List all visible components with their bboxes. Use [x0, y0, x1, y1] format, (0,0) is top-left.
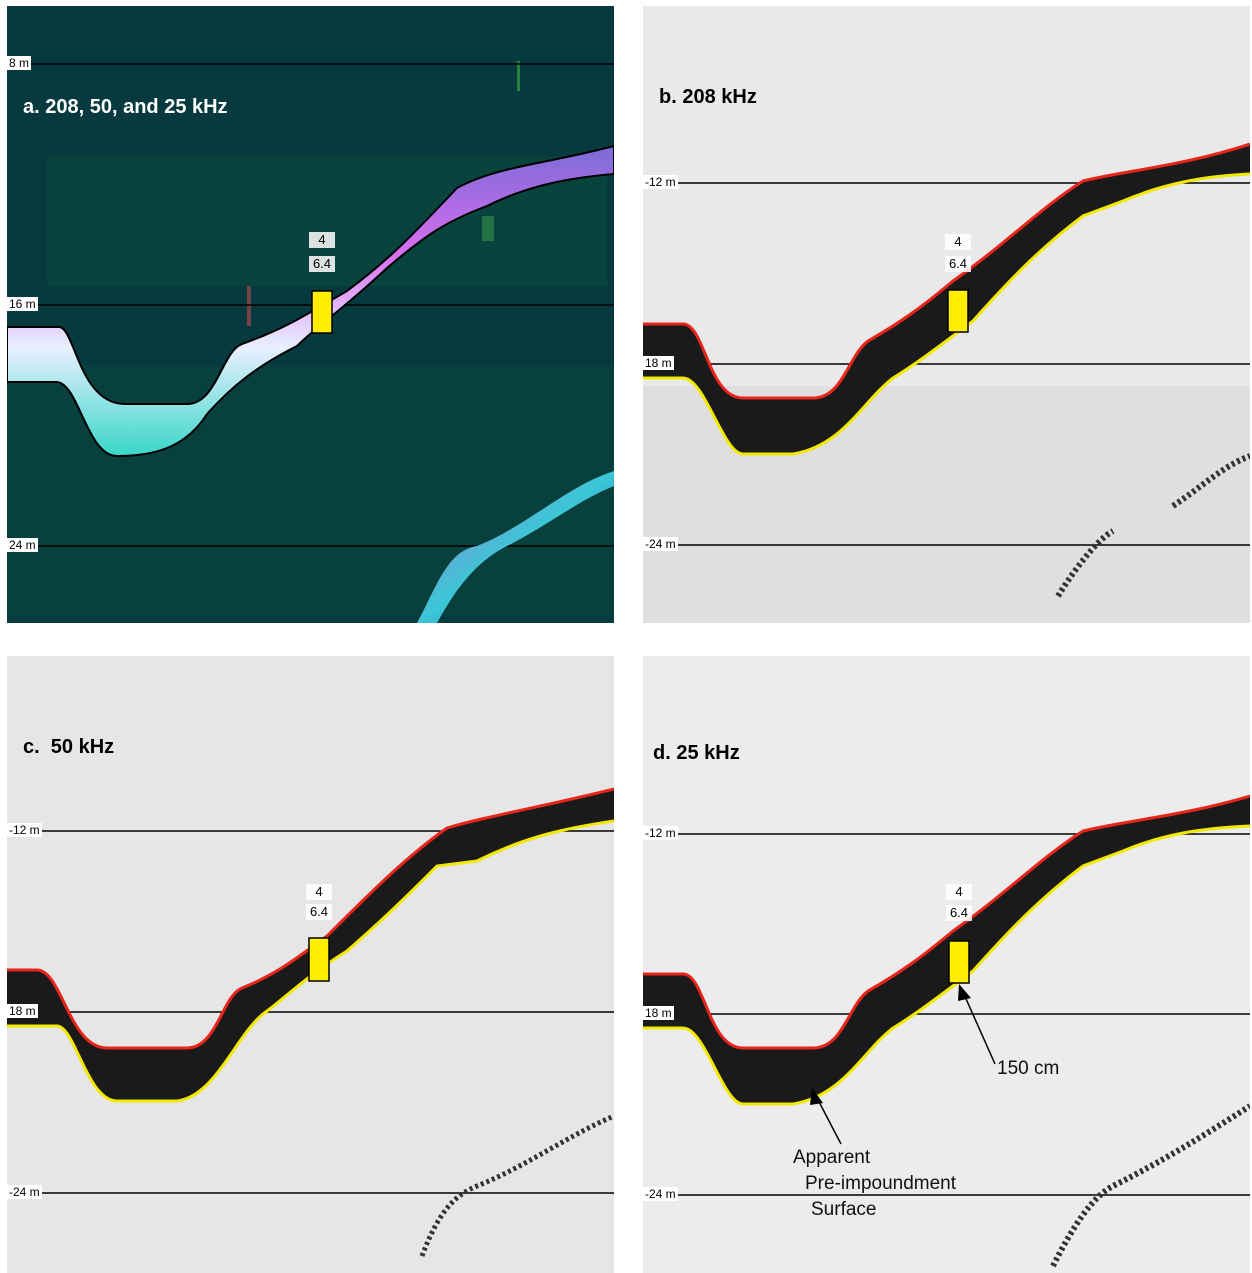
sediment-surface-line: [7, 787, 614, 1050]
core-id-label: 4: [945, 234, 971, 250]
annotation-surface-line-2: Pre-impoundment: [805, 1173, 957, 1194]
depth-label: -12 m: [643, 175, 678, 189]
depth-label: -24 m: [643, 1187, 678, 1201]
core-marker: [308, 937, 330, 982]
core-length-label: 6.4: [309, 256, 335, 272]
echogram-panel-c: c. 50 kHz -12 m 18 m -24 m 4 6.4: [7, 656, 614, 1273]
core-id-label: 4: [946, 884, 972, 900]
depth-label: -12 m: [643, 826, 678, 840]
annotation-surface-line-3: Surface: [811, 1199, 877, 1220]
annotation-surface-line-1: Apparent: [793, 1147, 871, 1168]
depth-label: 18 m: [643, 356, 674, 370]
panel-title: c. 50 kHz: [23, 736, 115, 758]
annotation-core-length: 150 cm: [997, 1058, 1060, 1079]
core-length-label: 6.4: [306, 904, 332, 920]
sediment-surface-line: [643, 794, 1250, 1050]
arrow-pre-impoundment: [810, 1088, 842, 1145]
deep-reflector-b: [1055, 453, 1250, 598]
core-marker: [947, 289, 969, 333]
deep-reflector-a: [417, 471, 614, 623]
pre-impoundment-line: [643, 172, 1250, 456]
sediment-band-b: [643, 144, 1250, 454]
depth-label: 16 m: [7, 297, 38, 311]
depth-label: -24 m: [643, 537, 678, 551]
echogram-a-graphic: [7, 61, 614, 623]
core-id-label: 4: [306, 884, 332, 900]
core-marker: [948, 940, 970, 984]
pre-impoundment-line: [7, 819, 614, 1103]
deep-reflector-d: [1050, 1103, 1250, 1268]
panel-title: d. 25 kHz: [653, 742, 740, 764]
core-length-label: 6.4: [945, 256, 971, 272]
depth-label: 8 m: [7, 56, 32, 70]
depth-label: 24 m: [7, 538, 38, 552]
depth-label: 18 m: [7, 1004, 38, 1018]
echogram-panel-d: d. 25 kHz -12 m 18 m -24 m 4 6.4 150 cm …: [643, 656, 1250, 1273]
core-length-label: 6.4: [946, 905, 972, 921]
panel-title: b. 208 kHz: [659, 86, 757, 108]
sediment-band-c: [7, 789, 614, 1101]
pre-impoundment-line: [643, 824, 1250, 1106]
depth-label: -24 m: [7, 1185, 42, 1199]
depth-label: -12 m: [7, 823, 42, 837]
panel-title: a. 208, 50, and 25 kHz: [23, 96, 228, 118]
depth-label: 18 m: [643, 1006, 674, 1020]
core-marker: [311, 290, 333, 334]
sediment-band-d: [643, 796, 1250, 1104]
core-id-label: 4: [309, 232, 335, 248]
echogram-b-graphic: [643, 142, 1250, 623]
deep-reflector-c: [419, 1113, 614, 1257]
sediment-band-a: [7, 144, 614, 458]
arrow-core-length: [958, 984, 996, 1065]
echogram-panel-b: b. 208 kHz -12 m 18 m -24 m 4 6.4: [643, 6, 1250, 623]
echogram-panel-a: a. 208, 50, and 25 kHz 8 m 16 m 24 m 4 6…: [7, 6, 614, 623]
echogram-d-graphic: [643, 794, 1250, 1268]
echogram-c-graphic: [7, 787, 614, 1257]
sediment-surface-line: [643, 142, 1250, 400]
